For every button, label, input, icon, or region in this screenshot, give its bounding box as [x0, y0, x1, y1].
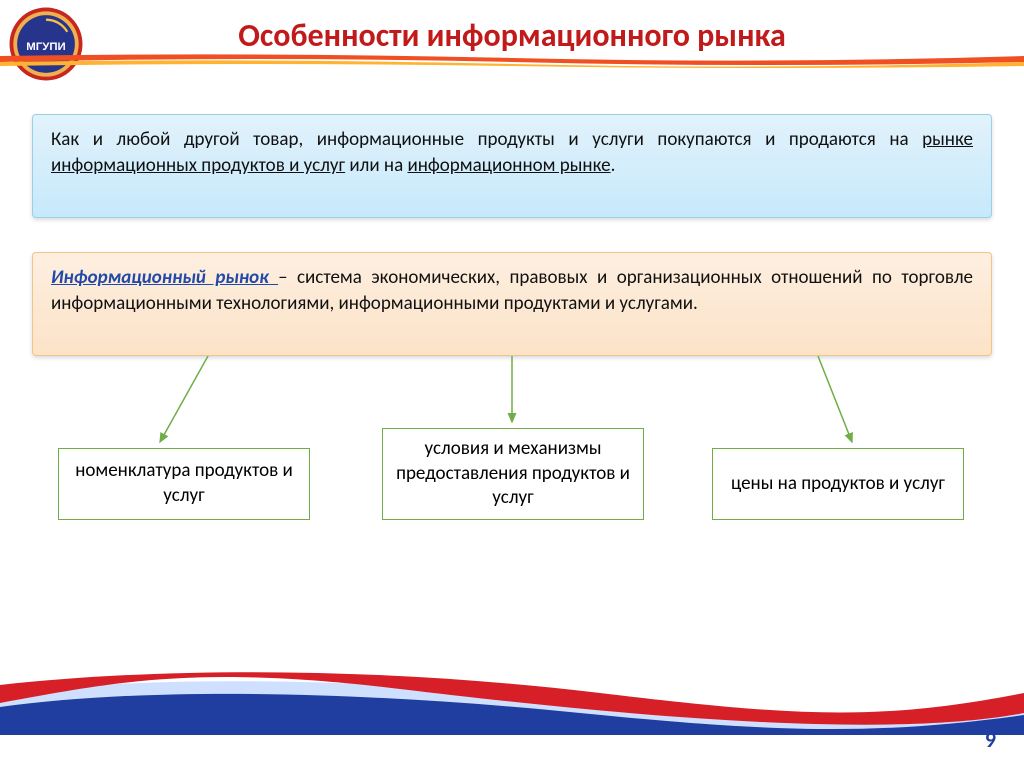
child-box-3: цены на продуктов и услуг: [712, 448, 964, 520]
intro-text-3: .: [611, 154, 616, 177]
footer-wave: [0, 663, 1024, 735]
intro-text-2: или на: [345, 154, 407, 177]
intro-underline-2: информационном рынке: [407, 154, 610, 177]
intro-text-1: Как и любой другой товар, информационные…: [51, 128, 922, 151]
header-divider: [0, 54, 1024, 68]
intro-box: Как и любой другой товар, информационные…: [32, 114, 992, 218]
page-number: 9: [985, 726, 996, 753]
definition-term: Информационный рынок: [51, 266, 278, 289]
child-box-1: номенклатура продуктов и услуг: [58, 448, 310, 520]
page-title: Особенности информационного рынка: [0, 16, 1024, 55]
definition-box: Информационный рынок – система экономиче…: [32, 252, 992, 356]
child-box-2: условия и механизмы предоставления проду…: [382, 428, 644, 520]
